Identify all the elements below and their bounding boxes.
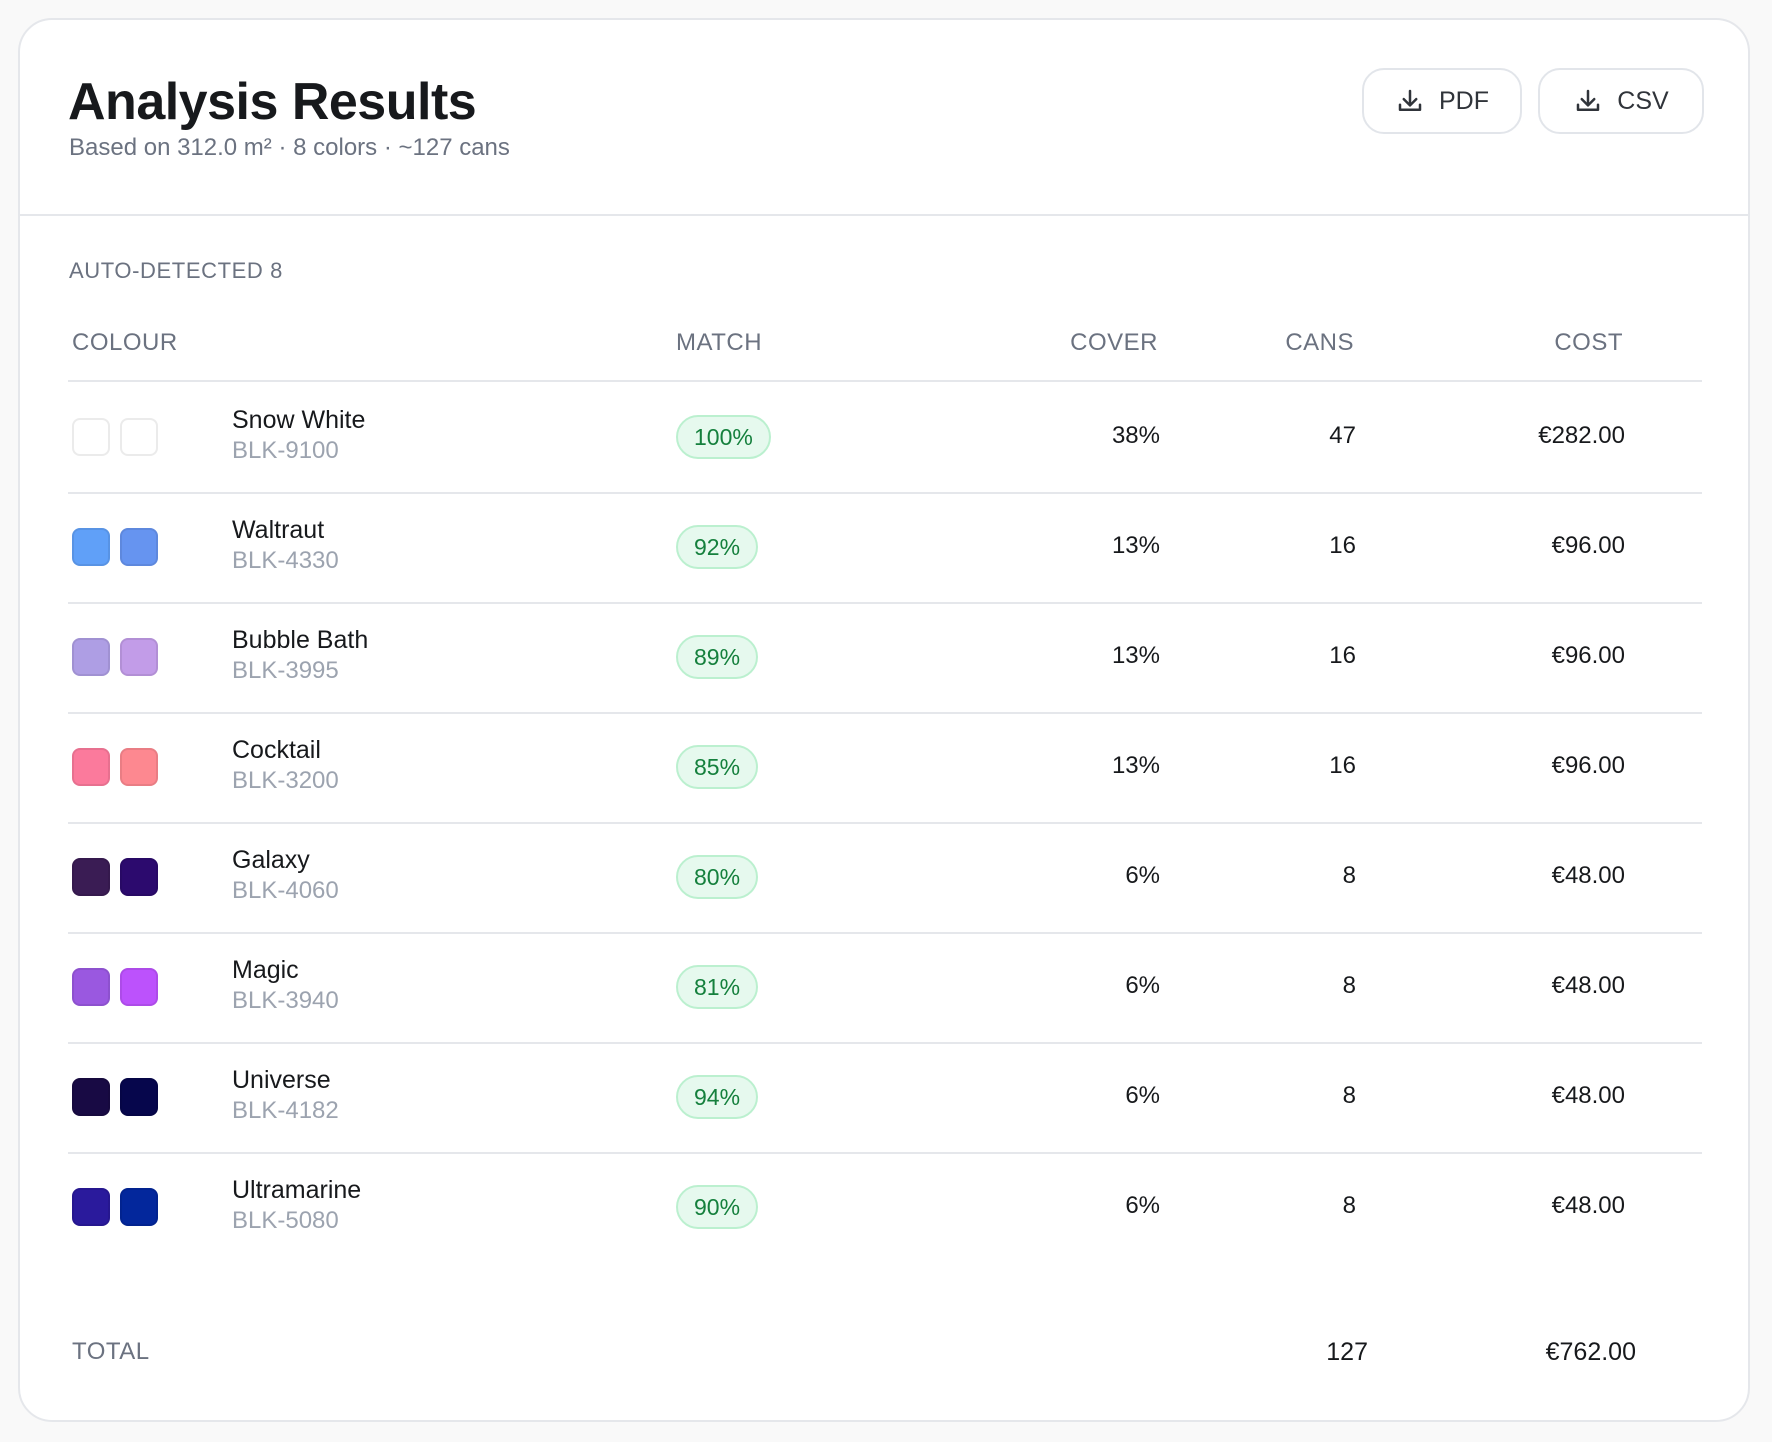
total-cans: 127 bbox=[1326, 1338, 1368, 1366]
cover-value: 13% bbox=[1111, 642, 1160, 669]
cans-value: 8 bbox=[1342, 972, 1356, 999]
cover-value: 6% bbox=[1125, 1192, 1160, 1219]
total-cost: €762.00 bbox=[1545, 1338, 1636, 1366]
row-divider bbox=[68, 1152, 1702, 1154]
card-header: Analysis Results Based on 312.0 m² · 8 c… bbox=[20, 20, 1748, 216]
color-code: BLK-3995 bbox=[232, 657, 339, 684]
cans-value: 47 bbox=[1329, 422, 1356, 449]
cover-value: 6% bbox=[1125, 862, 1160, 889]
column-header-cover: COVER bbox=[1070, 329, 1158, 356]
match-badge: 80% bbox=[676, 855, 759, 899]
color-name: Galaxy bbox=[232, 846, 310, 874]
cans-value: 16 bbox=[1329, 532, 1356, 559]
table-row[interactable]: Waltraut BLK-4330 92% 13% 16 €96.00 bbox=[68, 492, 1702, 602]
row-divider bbox=[68, 712, 1702, 714]
color-name: Magic bbox=[232, 956, 299, 984]
row-divider bbox=[68, 822, 1702, 824]
match-badge: 94% bbox=[676, 1075, 759, 1119]
match-badge: 81% bbox=[676, 965, 759, 1009]
color-swatch-detected bbox=[72, 1188, 110, 1226]
cost-value: €48.00 bbox=[1551, 1082, 1625, 1109]
color-name: Snow White bbox=[232, 406, 366, 434]
cost-value: €96.00 bbox=[1551, 642, 1625, 669]
color-swatch-matched bbox=[120, 528, 158, 566]
header-divider bbox=[68, 380, 1702, 382]
color-code: BLK-3200 bbox=[232, 767, 339, 794]
cans-value: 8 bbox=[1342, 1082, 1356, 1109]
table-row[interactable]: Galaxy BLK-4060 80% 6% 8 €48.00 bbox=[68, 822, 1702, 932]
color-name: Universe bbox=[232, 1066, 331, 1094]
download-icon bbox=[1395, 86, 1425, 116]
color-code: BLK-3940 bbox=[232, 987, 339, 1014]
column-header-cans: CANS bbox=[1285, 329, 1354, 356]
color-name: Cocktail bbox=[232, 736, 321, 764]
column-header-match: MATCH bbox=[676, 329, 763, 356]
export-pdf-label: PDF bbox=[1439, 86, 1489, 115]
row-divider bbox=[68, 1042, 1702, 1044]
color-code: BLK-5080 bbox=[232, 1207, 339, 1234]
table-row[interactable]: Bubble Bath BLK-3995 89% 13% 16 €96.00 bbox=[68, 602, 1702, 712]
cost-value: €96.00 bbox=[1551, 532, 1625, 559]
table-row[interactable]: Universe BLK-4182 94% 6% 8 €48.00 bbox=[68, 1042, 1702, 1152]
row-divider bbox=[68, 602, 1702, 604]
column-header-cost: COST bbox=[1554, 329, 1623, 356]
match-badge: 100% bbox=[676, 415, 771, 459]
color-swatch-detected bbox=[72, 748, 110, 786]
row-divider bbox=[68, 492, 1702, 494]
cans-value: 16 bbox=[1329, 752, 1356, 779]
page-title: Analysis Results bbox=[68, 73, 477, 131]
cover-value: 38% bbox=[1111, 422, 1160, 449]
color-swatch-matched bbox=[120, 1078, 158, 1116]
color-swatch-detected bbox=[72, 858, 110, 896]
color-swatch-matched bbox=[120, 1188, 158, 1226]
color-code: BLK-4330 bbox=[232, 547, 339, 574]
color-name: Waltraut bbox=[232, 516, 325, 544]
color-swatch-matched bbox=[120, 968, 158, 1006]
export-pdf-button[interactable]: PDF bbox=[1362, 68, 1522, 134]
download-icon bbox=[1573, 86, 1603, 116]
color-name: Ultramarine bbox=[232, 1176, 362, 1204]
color-swatch-detected bbox=[72, 638, 110, 676]
cost-value: €282.00 bbox=[1538, 422, 1625, 449]
cost-value: €48.00 bbox=[1551, 972, 1625, 999]
color-swatch-matched bbox=[120, 748, 158, 786]
match-badge: 89% bbox=[676, 635, 759, 679]
row-divider bbox=[68, 932, 1702, 934]
table-row[interactable]: Snow White BLK-9100 100% 38% 47 €282.00 bbox=[68, 382, 1702, 492]
table-row[interactable]: Ultramarine BLK-5080 90% 6% 8 €48.00 bbox=[68, 1152, 1702, 1262]
cost-value: €48.00 bbox=[1551, 1192, 1625, 1219]
column-header-colour: COLOUR bbox=[72, 329, 178, 356]
analysis-results-card: Analysis Results Based on 312.0 m² · 8 c… bbox=[18, 18, 1750, 1422]
cover-value: 13% bbox=[1111, 752, 1160, 779]
color-swatch-detected bbox=[72, 418, 110, 456]
match-badge: 85% bbox=[676, 745, 759, 789]
cover-value: 6% bbox=[1125, 1082, 1160, 1109]
export-csv-label: CSV bbox=[1617, 86, 1669, 115]
cans-value: 16 bbox=[1329, 642, 1356, 669]
color-code: BLK-9100 bbox=[232, 437, 339, 464]
match-badge: 92% bbox=[676, 525, 759, 569]
table-row[interactable]: Magic BLK-3940 81% 6% 8 €48.00 bbox=[68, 932, 1702, 1042]
color-swatch-detected bbox=[72, 968, 110, 1006]
color-swatch-detected bbox=[72, 1078, 110, 1116]
total-label: TOTAL bbox=[72, 1338, 150, 1365]
export-csv-button[interactable]: CSV bbox=[1538, 68, 1704, 134]
cover-value: 13% bbox=[1111, 532, 1160, 559]
color-swatch-matched bbox=[120, 418, 158, 456]
cans-value: 8 bbox=[1342, 862, 1356, 889]
color-code: BLK-4182 bbox=[232, 1097, 339, 1124]
color-swatch-matched bbox=[120, 858, 158, 896]
cost-value: €96.00 bbox=[1551, 752, 1625, 779]
page-subtitle: Based on 312.0 m² · 8 colors · ~127 cans bbox=[69, 134, 510, 161]
cost-value: €48.00 bbox=[1551, 862, 1625, 889]
cans-value: 8 bbox=[1342, 1192, 1356, 1219]
table-row[interactable]: Cocktail BLK-3200 85% 13% 16 €96.00 bbox=[68, 712, 1702, 822]
color-name: Bubble Bath bbox=[232, 626, 369, 654]
auto-detected-label: AUTO-DETECTED 8 bbox=[69, 258, 283, 283]
color-code: BLK-4060 bbox=[232, 877, 339, 904]
color-swatch-detected bbox=[72, 528, 110, 566]
cover-value: 6% bbox=[1125, 972, 1160, 999]
color-swatch-matched bbox=[120, 638, 158, 676]
match-badge: 90% bbox=[676, 1185, 759, 1229]
